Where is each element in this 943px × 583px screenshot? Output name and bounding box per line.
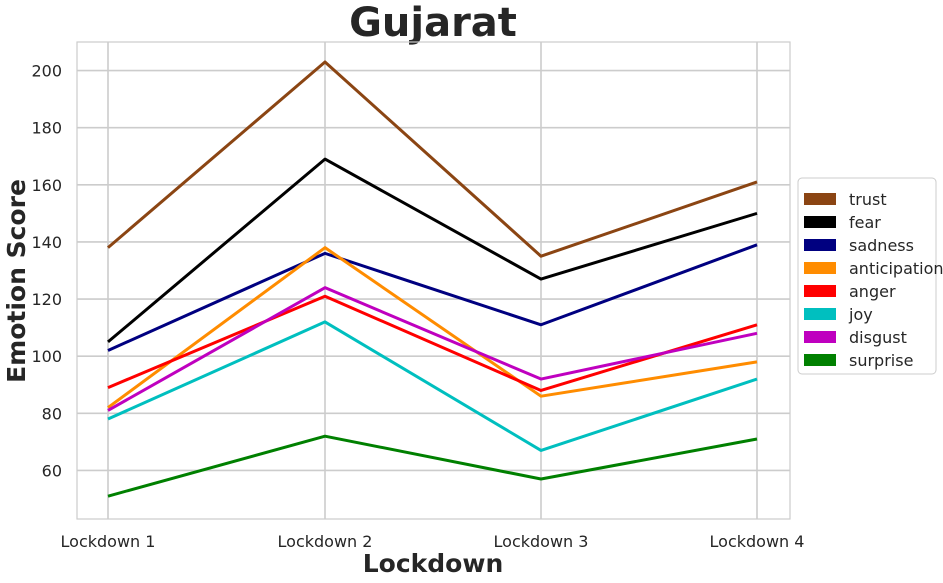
series-line-sadness [107, 243, 758, 352]
legend: trust fear sadness anticipation anger joy disg… [797, 177, 943, 375]
y-tick-label: 200 [31, 62, 62, 81]
y-tick-label: 120 [31, 290, 62, 309]
series-line-disgust [107, 286, 758, 412]
legend-label: fear [849, 213, 881, 232]
y-tick-label: 180 [31, 119, 62, 138]
legend-label: sadness [849, 236, 914, 255]
series-line-anticipation [107, 246, 758, 409]
y-axis-label: Emotion Score [2, 179, 31, 383]
y-tick-label: 140 [31, 233, 62, 252]
series-line-surprise [107, 434, 758, 498]
legend-swatch-trust [804, 193, 836, 205]
legend-swatch-anticipation [804, 262, 836, 274]
grid-lines [77, 42, 790, 519]
y-tick-label: 100 [31, 347, 62, 366]
legend-label: anticipation [849, 259, 943, 278]
series-line-trust [107, 60, 758, 258]
legend-swatch-sadness [804, 239, 836, 251]
legend-label: trust [849, 190, 887, 209]
series-lines [107, 60, 758, 498]
legend-swatch-disgust [804, 331, 836, 343]
y-tick-label: 60 [42, 461, 62, 480]
legend-label: surprise [849, 351, 913, 370]
series-line-joy [107, 320, 758, 452]
y-axis-ticks: 60 80 100 120 140 160 180 200 [31, 62, 62, 481]
x-tick-label: Lockdown 3 [494, 532, 589, 551]
series-line-fear [107, 157, 758, 344]
legend-swatch-surprise [804, 354, 836, 366]
chart-title: Gujarat [349, 0, 517, 46]
y-tick-label: 160 [31, 176, 62, 195]
legend-swatch-joy [804, 308, 836, 320]
y-tick-label: 80 [42, 404, 62, 423]
legend-swatch-anger [804, 285, 836, 297]
legend-label: joy [848, 305, 873, 324]
legend-label: anger [849, 282, 896, 301]
x-tick-label: Lockdown 4 [710, 532, 805, 551]
x-axis-ticks: Lockdown 1 Lockdown 2 Lockdown 3 Lockdown 4 [61, 532, 805, 551]
legend-swatch-fear [804, 216, 836, 228]
plot-frame [76, 41, 791, 520]
legend-label: disgust [849, 328, 907, 347]
x-tick-label: Lockdown 1 [61, 532, 156, 551]
x-axis-label: Lockdown [363, 549, 504, 578]
x-tick-label: Lockdown 2 [278, 532, 373, 551]
